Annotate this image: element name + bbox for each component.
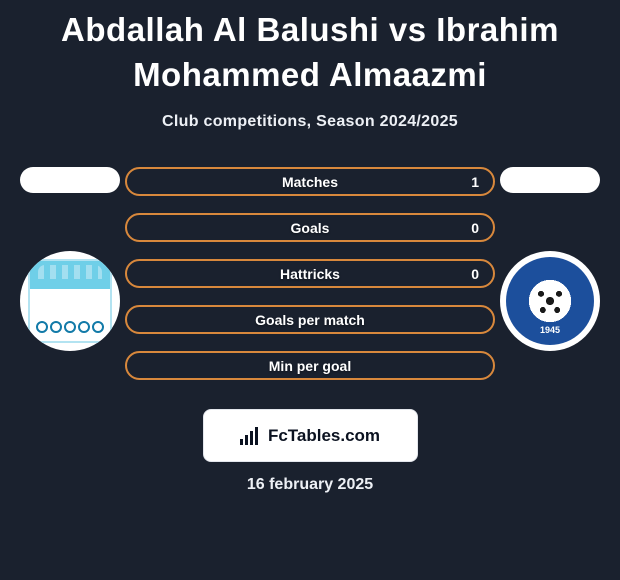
- page-subtitle: Club competitions, Season 2024/2025: [162, 113, 458, 131]
- page-title: Abdallah Al Balushi vs Ibrahim Mohammed …: [0, 8, 620, 97]
- stat-row-min-per-goal: Min per goal: [125, 351, 495, 380]
- left-value-pill: [20, 167, 120, 193]
- football-icon: [532, 283, 568, 319]
- stat-right-value: 0: [471, 220, 479, 236]
- footer-date: 16 february 2025: [247, 476, 373, 494]
- stat-right-value: 1: [471, 174, 479, 190]
- left-player-column: [15, 167, 125, 351]
- stat-row-matches: Matches 1: [125, 167, 495, 196]
- stats-area: Matches 1 Goals 0 Hattricks 0 Goals per …: [0, 167, 620, 397]
- stat-row-goals: Goals 0: [125, 213, 495, 242]
- comparison-card: Abdallah Al Balushi vs Ibrahim Mohammed …: [0, 0, 620, 580]
- brand-text: FcTables.com: [268, 426, 380, 446]
- stat-label: Min per goal: [269, 358, 351, 374]
- stat-label: Goals: [291, 220, 330, 236]
- crest-icon: [28, 259, 112, 343]
- left-club-crest: [20, 251, 120, 351]
- stats-center: Matches 1 Goals 0 Hattricks 0 Goals per …: [125, 167, 495, 380]
- right-value-pill: [500, 167, 600, 193]
- stat-row-goals-per-match: Goals per match: [125, 305, 495, 334]
- stat-right-value: 0: [471, 266, 479, 282]
- olympic-rings-icon: [36, 321, 104, 333]
- stat-label: Matches: [282, 174, 338, 190]
- right-player-column: 1945: [495, 167, 605, 351]
- bar-chart-icon: [240, 427, 262, 445]
- right-club-crest: 1945: [500, 251, 600, 351]
- stat-label: Goals per match: [255, 312, 365, 328]
- crest-year: 1945: [540, 325, 560, 335]
- crest-icon: 1945: [506, 257, 594, 345]
- stat-row-hattricks: Hattricks 0: [125, 259, 495, 288]
- brand-badge[interactable]: FcTables.com: [203, 409, 418, 462]
- stat-label: Hattricks: [280, 266, 340, 282]
